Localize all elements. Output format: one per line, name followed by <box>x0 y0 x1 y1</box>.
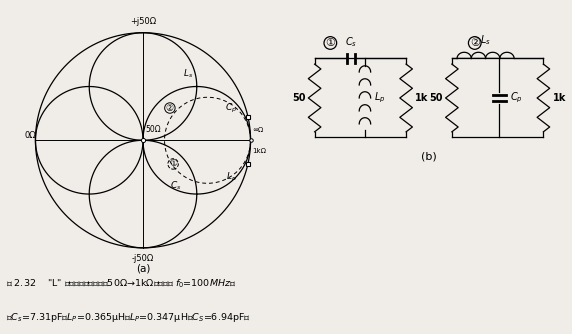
Text: $L_p$: $L_p$ <box>226 171 237 184</box>
Text: 50: 50 <box>292 93 305 103</box>
Text: $L_p$: $L_p$ <box>374 91 386 105</box>
Text: ②: ② <box>166 104 174 113</box>
Text: -j50Ω: -j50Ω <box>132 254 154 263</box>
Text: 1kΩ: 1kΩ <box>253 148 267 154</box>
Text: ∞Ω: ∞Ω <box>253 127 264 133</box>
Text: 1k: 1k <box>415 93 428 103</box>
Text: ①: ① <box>169 159 177 168</box>
Text: 1k: 1k <box>553 93 566 103</box>
Text: ②: ② <box>470 38 480 48</box>
Text: ①: ① <box>325 38 335 48</box>
Text: 50: 50 <box>430 93 443 103</box>
Text: 0Ω: 0Ω <box>25 132 36 141</box>
Text: $L_s$: $L_s$ <box>183 67 193 80</box>
Text: 50Ω: 50Ω <box>145 125 161 134</box>
Text: $C_p$: $C_p$ <box>510 91 523 105</box>
Text: $C_s$: $C_s$ <box>345 35 358 49</box>
Text: 图 2.32    "L" 形匹配电路举例（以50Ω→1kΩ为例，设 $f_0$=100$MHz$并: 图 2.32 "L" 形匹配电路举例（以50Ω→1kΩ为例，设 $f_0$=10… <box>6 277 236 290</box>
Text: $L_s$: $L_s$ <box>480 33 491 47</box>
Text: 取$C_s$=7.31pF，$L_P$=0.365μH，$L_P$=0.347μH，$C_S$=6.94pF）: 取$C_s$=7.31pF，$L_P$=0.365μH，$L_P$=0.347μ… <box>6 311 251 324</box>
Text: (b): (b) <box>421 152 437 162</box>
Text: (a): (a) <box>136 264 150 274</box>
Text: $C_s$: $C_s$ <box>169 179 181 192</box>
Text: $C_p$: $C_p$ <box>225 102 237 115</box>
Text: +j50Ω: +j50Ω <box>130 17 156 26</box>
